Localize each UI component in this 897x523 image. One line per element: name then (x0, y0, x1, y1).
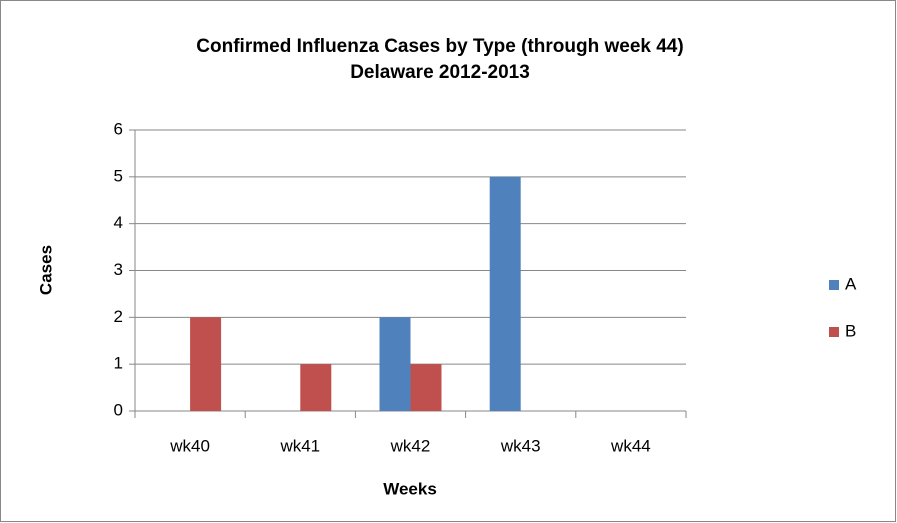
bar (410, 364, 442, 411)
x-axis-title: Weeks (383, 479, 437, 498)
y-axis-title: Cases (36, 245, 55, 295)
chart-title: Confirmed Influenza Cases by Type (throu… (196, 36, 683, 57)
legend-label: B (845, 321, 856, 340)
y-tick-label: 0 (114, 400, 123, 419)
chart-subtitle: Delaware 2012-2013 (350, 62, 530, 83)
legend-swatch (829, 280, 839, 290)
x-tick-label: wk43 (500, 436, 541, 455)
y-tick-label: 4 (114, 213, 123, 232)
y-tick-label: 1 (114, 354, 123, 373)
y-tick-label: 3 (114, 260, 123, 279)
x-tick-label: wk42 (390, 436, 431, 455)
bar (489, 176, 521, 411)
legend-label: A (845, 274, 857, 293)
y-tick-label: 6 (114, 119, 123, 138)
x-tick-label: wk40 (169, 436, 210, 455)
y-tick-label: 2 (114, 307, 123, 326)
bar (379, 317, 411, 411)
x-tick-label: wk44 (610, 436, 651, 455)
bar (300, 364, 332, 411)
bar (190, 317, 222, 411)
legend-swatch (829, 327, 839, 337)
x-tick-label: wk41 (279, 436, 320, 455)
y-tick-label: 5 (114, 166, 123, 185)
